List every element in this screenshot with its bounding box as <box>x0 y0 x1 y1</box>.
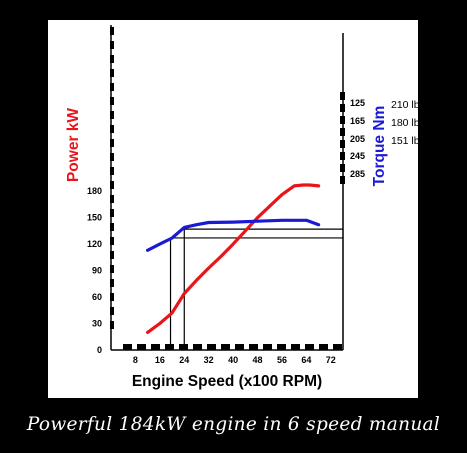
left-axis-dash <box>110 167 114 175</box>
engine-chart-svg: 0 30 60 90 120 150 180 8 16 24 32 40 48 56 64 72 125 165 2… <box>65 25 418 390</box>
x-axis-title: Engine Speed (x100 RPM) <box>132 373 322 390</box>
right-axis-dash <box>340 92 345 100</box>
torque-annotation: 151 lb-ft <box>391 135 418 147</box>
x-tick-label: 16 <box>155 355 165 365</box>
x-tick-label: 72 <box>326 355 336 365</box>
bottom-axis-dash <box>235 344 244 350</box>
right-axis-dash <box>340 104 345 112</box>
left-axis-dash <box>110 293 114 301</box>
left-axis-dash <box>110 41 114 49</box>
left-axis-dash <box>110 321 114 329</box>
right-axis-dash <box>340 176 345 184</box>
torque-annotation: 180 lb-ftv <box>391 117 418 129</box>
left-axis-dash <box>110 69 114 77</box>
left-axis-dash <box>110 195 114 203</box>
left-axis-dash <box>110 153 114 161</box>
left-axis-dash <box>110 209 114 217</box>
bottom-axis-dash <box>305 344 314 350</box>
torque-series-line <box>146 218 321 252</box>
left-tick-label: 90 <box>92 266 102 276</box>
right-axis-dash <box>340 128 345 136</box>
left-axis-dash <box>110 55 114 63</box>
bottom-axis-dash <box>263 344 272 350</box>
right-axis-dash <box>340 152 345 160</box>
left-tick-label: 0 <box>97 345 102 355</box>
bottom-axis-dash <box>207 344 216 350</box>
bottom-axis-dash <box>165 344 174 350</box>
x-tick-label: 56 <box>277 355 287 365</box>
left-axis-dash <box>110 111 114 119</box>
bottom-axis-dash <box>277 344 286 350</box>
bottom-axis-dash <box>193 344 202 350</box>
right-tick-label: 125 <box>350 98 365 108</box>
left-axis-dash <box>110 83 114 91</box>
left-axis-dash <box>110 307 114 315</box>
left-axis-dash <box>110 97 114 105</box>
caption: Powerful 184kW engine in 6 speed manual <box>26 414 441 435</box>
bottom-axis-dash <box>151 344 160 350</box>
bottom-axis-dash <box>319 344 328 350</box>
right-axis-title: Torque Nm <box>371 106 388 187</box>
bottom-axis-dash <box>291 344 300 350</box>
chart-panel <box>48 20 418 398</box>
right-tick-label: 205 <box>350 134 365 144</box>
power-series-line <box>146 183 321 334</box>
bottom-axis-dash <box>179 344 188 350</box>
right-axis-dash <box>340 140 345 148</box>
left-axis-title: Power kW <box>65 108 82 182</box>
left-tick-label: 30 <box>92 319 102 329</box>
bottom-axis-dash <box>137 344 146 350</box>
x-tick-label: 64 <box>301 355 311 365</box>
left-axis-dash <box>110 237 114 245</box>
right-axis-dash <box>340 164 345 172</box>
axes-group: 0 30 60 90 120 150 180 8 16 24 32 40 48 56 64 72 125 165 2… <box>87 25 365 365</box>
left-axis-dash <box>110 265 114 273</box>
left-axis-dash <box>110 279 114 287</box>
right-tick-label: 245 <box>350 151 365 161</box>
bottom-axis-dash <box>123 344 132 350</box>
right-tick-label: 285 <box>350 169 365 179</box>
torque-annotation: 210 lb-ft <box>391 99 418 111</box>
x-tick-label: 40 <box>228 355 238 365</box>
x-tick-label: 48 <box>253 355 263 365</box>
left-axis-dash <box>110 223 114 231</box>
bottom-axis-dash <box>333 344 342 350</box>
series-group <box>146 183 321 334</box>
x-tick-label: 8 <box>133 355 138 365</box>
left-tick-label: 150 <box>87 213 102 223</box>
left-axis-dash <box>110 27 114 35</box>
right-tick-label: 165 <box>350 116 365 126</box>
left-axis-dash <box>110 139 114 147</box>
bottom-axis-dash <box>221 344 230 350</box>
left-tick-label: 180 <box>87 186 102 196</box>
reference-lines-group <box>169 228 343 350</box>
left-axis-dash <box>110 181 114 189</box>
bottom-axis-dash <box>249 344 258 350</box>
left-axis-dash <box>110 125 114 133</box>
left-axis-dash <box>110 251 114 259</box>
left-tick-label: 60 <box>92 292 102 302</box>
x-tick-label: 24 <box>179 355 189 365</box>
right-axis-dash <box>340 116 345 124</box>
x-tick-label: 32 <box>204 355 214 365</box>
left-tick-label: 120 <box>87 239 102 249</box>
